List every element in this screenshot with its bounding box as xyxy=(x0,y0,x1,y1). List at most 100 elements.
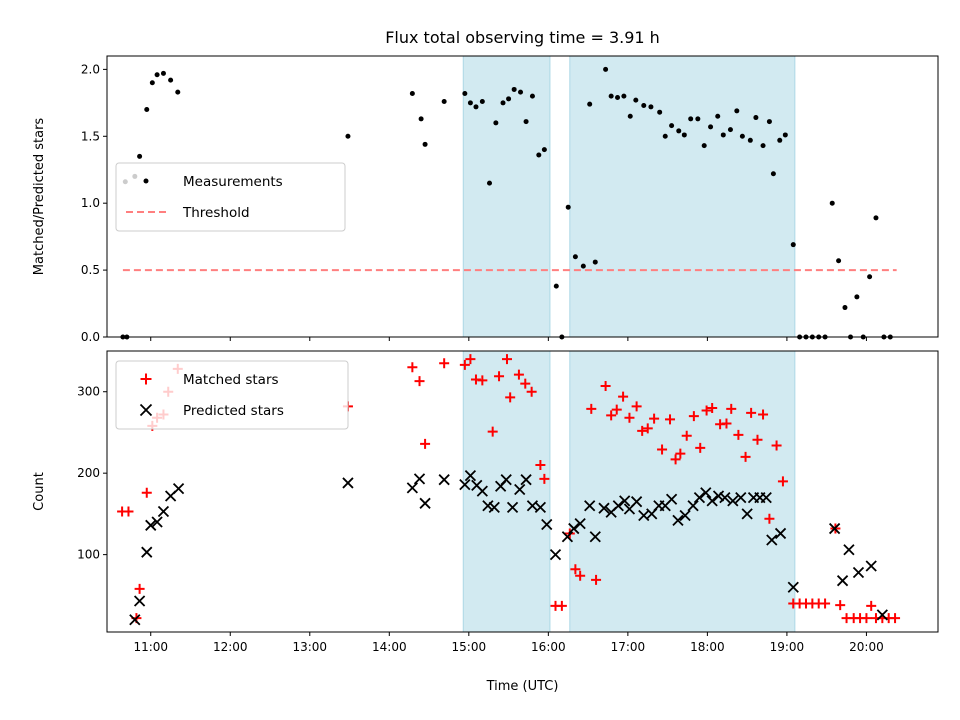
ratio-axes-frame xyxy=(106,55,939,338)
counts-point-plus-18 xyxy=(477,375,488,386)
ratio-y-tick-label: 1.0 xyxy=(81,196,100,210)
x-tick-label: 12:00 xyxy=(213,640,248,654)
counts-point-x-45 xyxy=(679,509,691,522)
counts-point-x-11 xyxy=(419,497,431,509)
ratio-point-dot-35 xyxy=(592,259,598,265)
counts-point-plus-37 xyxy=(611,404,622,415)
counts-point-x-27 xyxy=(549,548,562,561)
ratio-point-dot-27 xyxy=(529,93,535,99)
ratio-point-dot-58 xyxy=(739,133,745,139)
counts-point-x-59 xyxy=(774,527,787,540)
counts-point-x-4 xyxy=(151,516,163,528)
counts-point-x-52 xyxy=(727,495,739,507)
counts-point-x-38 xyxy=(630,496,643,508)
ratio-point-dot-62 xyxy=(766,119,772,125)
counts-point-plus-24 xyxy=(520,378,531,389)
ratio-point-dot-25 xyxy=(518,89,524,95)
ratio-panel: 0.00.51.01.52.0 Matched/Predicted stars … xyxy=(32,55,939,344)
counts-point-x-17 xyxy=(482,500,494,512)
counts-point-plus-69 xyxy=(820,598,831,609)
counts-point-x-8 xyxy=(342,477,354,489)
ratio-legend-handle-0 xyxy=(143,178,149,184)
counts-point-plus-52 xyxy=(707,403,718,414)
ratio-point-dot-41 xyxy=(627,113,633,119)
ratio-point-dot-19 xyxy=(479,98,485,104)
counts-point-x-36 xyxy=(619,495,631,507)
ratio-point-dot-28 xyxy=(536,152,542,158)
ratio-point-dot-74 xyxy=(842,305,848,311)
counts-point-x-12 xyxy=(438,474,450,486)
counts-point-x-60 xyxy=(787,581,799,593)
counts-point-x-0 xyxy=(129,614,141,626)
x-tick-label: 17:00 xyxy=(611,640,646,654)
counts-point-plus-1 xyxy=(123,506,134,517)
x-tick-label: 15:00 xyxy=(452,640,487,654)
counts-point-plus-41 xyxy=(637,425,648,436)
ratio-point-dot-11 xyxy=(345,133,351,139)
ratio-point-dot-40 xyxy=(621,93,627,99)
counts-point-plus-63 xyxy=(777,476,788,487)
ratio-point-dot-21 xyxy=(493,120,499,126)
counts-point-x-7 xyxy=(172,483,185,495)
counts-point-x-31 xyxy=(584,500,596,512)
counts-point-plus-56 xyxy=(733,429,744,440)
ratio-point-dot-72 xyxy=(829,200,835,206)
ratio-shaded-interval-0 xyxy=(462,55,551,338)
counts-point-plus-61 xyxy=(764,513,775,524)
counts-point-x-61 xyxy=(828,522,841,535)
ratio-point-dot-43 xyxy=(641,103,647,109)
ratio-legend-label-0: Measurements xyxy=(183,174,283,190)
counts-point-x-26 xyxy=(541,518,553,531)
ratio-point-dot-5 xyxy=(144,107,150,113)
ratio-point-dot-13 xyxy=(418,116,424,122)
counts-point-plus-47 xyxy=(675,448,686,459)
ratio-point-dot-56 xyxy=(727,127,733,133)
counts-point-plus-39 xyxy=(624,412,635,423)
counts-point-plus-27 xyxy=(539,473,550,484)
ratio-point-dot-44 xyxy=(648,104,654,110)
counts-point-plus-21 xyxy=(501,354,512,365)
counts-point-x-35 xyxy=(612,500,624,512)
ratio-point-dot-9 xyxy=(168,77,174,83)
counts-point-x-50 xyxy=(712,490,725,502)
counts-point-x-9 xyxy=(406,482,418,494)
counts-point-plus-75 xyxy=(861,613,872,624)
ratio-point-dot-10 xyxy=(175,89,181,95)
ratio-y-tick-label: 0.5 xyxy=(81,263,100,277)
ratio-shaded-interval-1 xyxy=(569,55,796,338)
ratio-point-dot-76 xyxy=(854,294,860,300)
counts-point-plus-14 xyxy=(439,358,450,369)
ratio-point-dot-6 xyxy=(149,80,155,86)
counts-legend-frame xyxy=(115,360,349,430)
counts-point-x-53 xyxy=(735,491,747,504)
ratio-point-dot-7 xyxy=(154,72,160,78)
ratio-point-dot-34 xyxy=(580,263,586,269)
counts-point-plus-43 xyxy=(649,413,660,424)
ratio-point-dot-66 xyxy=(790,242,796,248)
counts-point-x-54 xyxy=(741,508,753,520)
counts-point-x-3 xyxy=(145,519,157,531)
counts-point-plus-22 xyxy=(505,392,516,403)
counts-point-x-21 xyxy=(506,501,519,514)
ratio-point-dot-55 xyxy=(720,132,726,138)
counts-point-x-22 xyxy=(514,483,526,496)
ratio-y-tick-label: 1.5 xyxy=(81,129,100,143)
x-tick-label: 13:00 xyxy=(292,640,327,654)
counts-y-tick-label: 300 xyxy=(77,385,100,399)
ratio-point-dot-50 xyxy=(688,116,694,122)
ratio-point-dot-54 xyxy=(715,113,721,119)
x-tick-label: 11:00 xyxy=(133,640,168,654)
counts-point-plus-54 xyxy=(721,418,732,429)
ratio-point-dot-48 xyxy=(676,128,682,134)
x-tick-label: 19:00 xyxy=(770,640,805,654)
ratio-point-dot-22 xyxy=(500,100,506,106)
counts-point-plus-49 xyxy=(688,411,699,422)
counts-point-plus-80 xyxy=(890,613,901,624)
counts-point-x-57 xyxy=(760,491,772,504)
counts-point-plus-50 xyxy=(695,442,706,453)
counts-point-plus-59 xyxy=(752,434,763,445)
ratio-point-dot-49 xyxy=(681,132,687,138)
counts-point-x-58 xyxy=(766,534,778,546)
counts-point-plus-20 xyxy=(494,371,505,382)
ratio-point-dot-18 xyxy=(473,104,479,110)
